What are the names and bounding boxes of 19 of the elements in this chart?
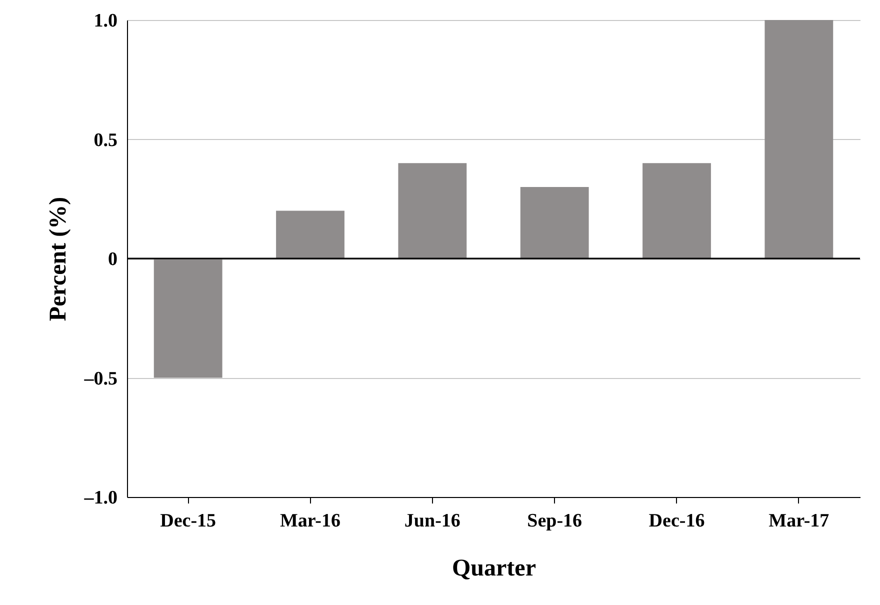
x-tick-label: Jun-16 [404, 510, 460, 532]
x-tick-label: Dec-16 [648, 510, 705, 532]
bar [642, 163, 711, 258]
y-tick-label: 0.5 [94, 130, 118, 151]
y-tick-label: –1.0 [83, 488, 118, 508]
y-axis-title: Percent (%) [45, 196, 72, 322]
y-tick-label: 1.0 [94, 10, 118, 32]
x-tick-label: Dec-15 [160, 510, 216, 532]
y-tick-label: –0.5 [83, 368, 118, 390]
bar [398, 163, 467, 258]
x-axis-title: Quarter [452, 556, 536, 582]
bar [764, 20, 834, 258]
x-tick-label: Mar-17 [768, 510, 830, 532]
y-tick-label: 0 [108, 249, 118, 270]
x-tick-label: Mar-16 [280, 510, 340, 532]
bar [276, 210, 344, 258]
x-tick-label: Sep-16 [527, 510, 582, 532]
bar [154, 258, 222, 378]
bar [520, 186, 589, 258]
